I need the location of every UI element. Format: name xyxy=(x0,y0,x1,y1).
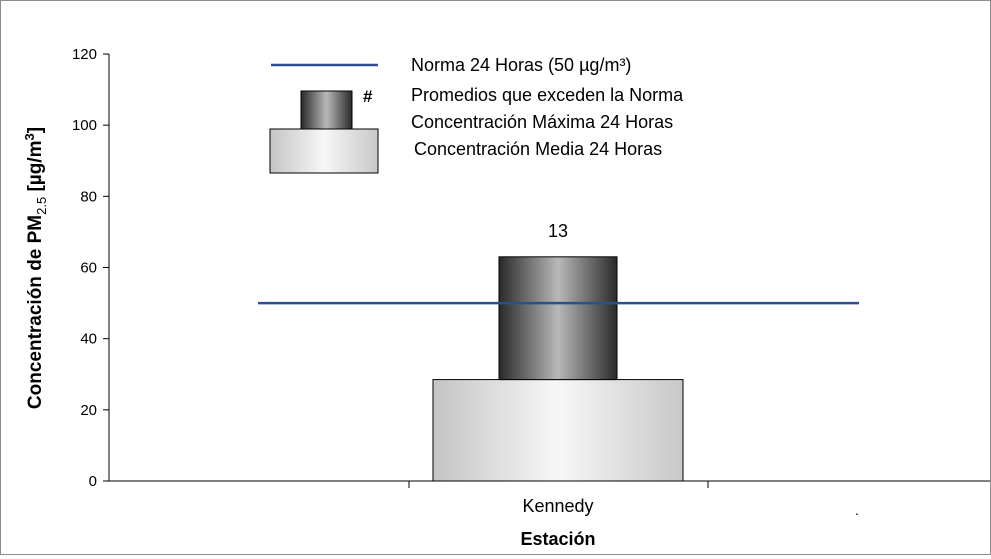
x-category-label: Kennedy xyxy=(522,496,593,516)
legend-exceed-label: Promedios que exceden la Norma xyxy=(411,85,684,105)
legend: Norma 24 Horas (50 µg/m³) # Promedios qu… xyxy=(269,55,684,174)
y-tick-label: 0 xyxy=(89,473,97,490)
y-ticks: 0 20 40 60 80 100 120 xyxy=(72,46,109,490)
y-axis-title: Concentración de PM2.5 [µg/m3] xyxy=(22,127,49,409)
bar-concentracion-maxima xyxy=(498,256,618,381)
y-tick-label: 40 xyxy=(80,331,97,348)
x-axis-title: Estación xyxy=(520,529,595,549)
legend-media-label: Concentración Media 24 Horas xyxy=(414,139,662,159)
legend-exceed-symbol: # xyxy=(363,87,373,106)
y-tick-label: 60 xyxy=(80,260,97,277)
bar-concentracion-media xyxy=(432,379,684,482)
legend-max-label: Concentración Máxima 24 Horas xyxy=(411,112,673,132)
legend-max-swatch xyxy=(300,90,353,130)
y-tick-label: 100 xyxy=(72,117,97,134)
legend-norma-label: Norma 24 Horas (50 µg/m³) xyxy=(411,55,631,75)
y-tick-label: 120 xyxy=(72,46,97,63)
legend-media-swatch xyxy=(269,128,379,174)
stray-mark: . xyxy=(855,502,859,518)
y-tick-label: 20 xyxy=(80,402,97,419)
exceedance-count-label: 13 xyxy=(548,221,568,241)
y-tick-label: 80 xyxy=(80,188,97,205)
